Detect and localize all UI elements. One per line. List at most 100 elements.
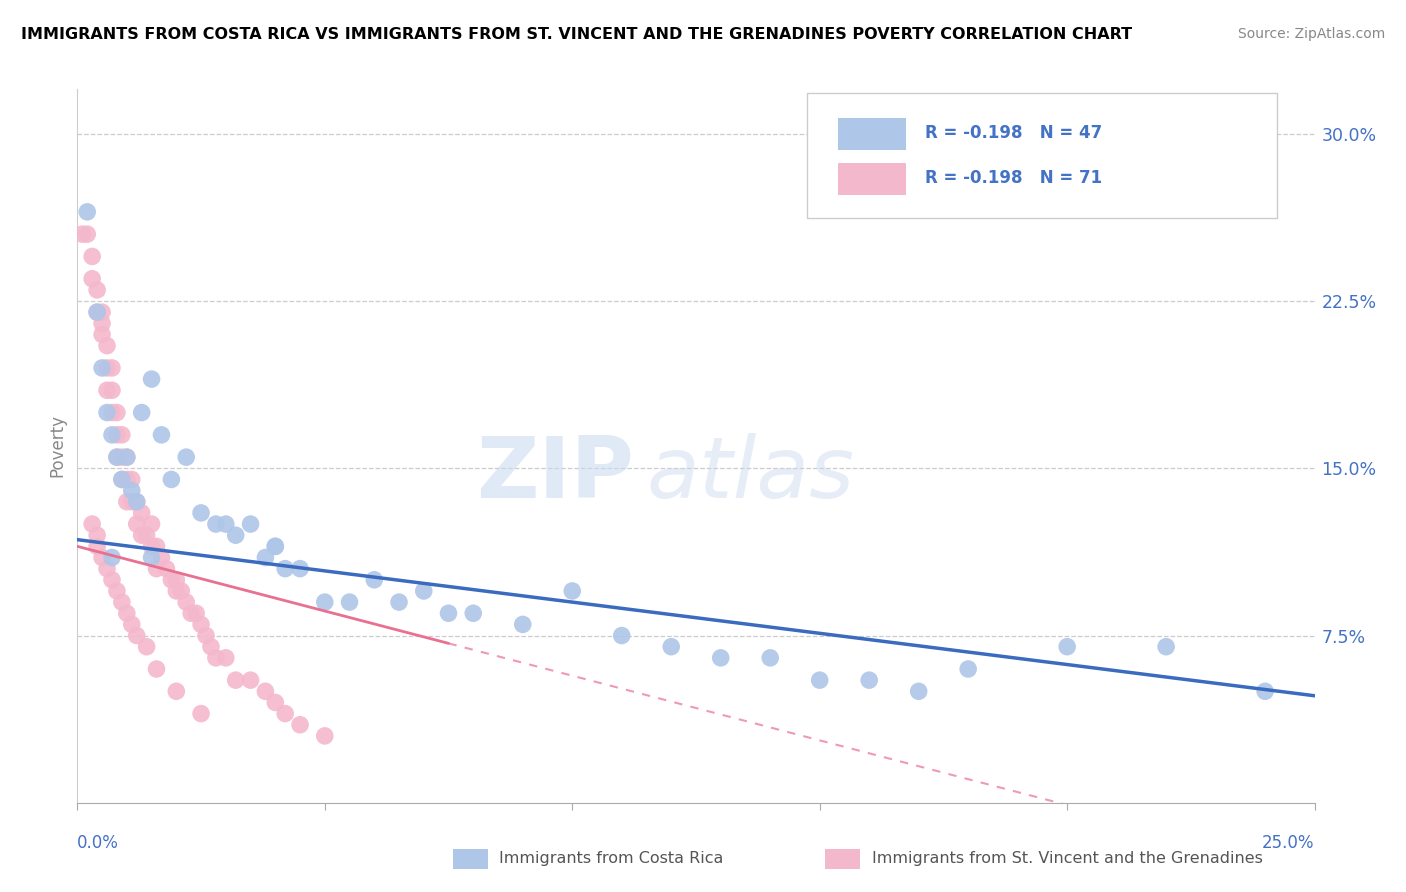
Point bbox=[412, 583, 434, 598]
Text: R = -0.198   N = 71: R = -0.198 N = 71 bbox=[925, 169, 1102, 187]
Point bbox=[239, 516, 262, 531]
Point bbox=[141, 550, 163, 565]
Point bbox=[141, 372, 163, 386]
Point bbox=[82, 271, 104, 285]
Point bbox=[91, 305, 114, 319]
Point bbox=[264, 539, 287, 553]
FancyBboxPatch shape bbox=[807, 93, 1278, 218]
Point bbox=[155, 562, 177, 576]
Point bbox=[111, 595, 134, 609]
Point bbox=[254, 550, 277, 565]
Point bbox=[145, 562, 167, 576]
Point bbox=[76, 227, 98, 241]
Point bbox=[115, 607, 138, 621]
Point bbox=[111, 473, 134, 487]
Point bbox=[135, 528, 157, 542]
Point bbox=[190, 506, 212, 520]
Point bbox=[91, 327, 114, 342]
Point bbox=[174, 595, 197, 609]
Point bbox=[101, 405, 124, 419]
Y-axis label: Poverty: Poverty bbox=[48, 415, 66, 477]
Point bbox=[111, 427, 134, 442]
Point bbox=[264, 696, 287, 710]
Point bbox=[145, 539, 167, 553]
Point bbox=[254, 684, 277, 698]
Point bbox=[111, 473, 134, 487]
Point bbox=[86, 539, 108, 553]
Text: Source: ZipAtlas.com: Source: ZipAtlas.com bbox=[1237, 27, 1385, 41]
Point bbox=[101, 384, 124, 398]
FancyBboxPatch shape bbox=[838, 118, 907, 150]
Point bbox=[239, 673, 262, 687]
Point bbox=[96, 338, 118, 352]
Point bbox=[105, 583, 128, 598]
Point bbox=[96, 360, 118, 375]
FancyBboxPatch shape bbox=[838, 162, 907, 194]
Point bbox=[82, 516, 104, 531]
Point bbox=[1254, 684, 1277, 698]
Point bbox=[96, 384, 118, 398]
Point bbox=[363, 573, 385, 587]
Point bbox=[131, 405, 153, 419]
Point bbox=[105, 450, 128, 464]
Point bbox=[165, 684, 187, 698]
Point bbox=[288, 717, 311, 731]
Point bbox=[215, 516, 238, 531]
Point bbox=[1154, 640, 1177, 654]
Point bbox=[121, 617, 143, 632]
Point bbox=[96, 562, 118, 576]
Point bbox=[131, 528, 153, 542]
Point bbox=[101, 573, 124, 587]
Point bbox=[115, 450, 138, 464]
Point bbox=[101, 427, 124, 442]
Point bbox=[101, 360, 124, 375]
Point bbox=[274, 706, 297, 721]
Point bbox=[274, 562, 297, 576]
Point bbox=[339, 595, 361, 609]
Point bbox=[125, 494, 148, 508]
Point bbox=[121, 483, 143, 498]
Point bbox=[195, 628, 218, 642]
Point bbox=[121, 494, 143, 508]
Point bbox=[150, 550, 173, 565]
Point bbox=[437, 607, 460, 621]
Point bbox=[1056, 640, 1078, 654]
Point bbox=[101, 550, 124, 565]
Point bbox=[160, 573, 183, 587]
Point bbox=[72, 227, 94, 241]
Point bbox=[180, 607, 202, 621]
Point bbox=[125, 516, 148, 531]
Point bbox=[610, 628, 633, 642]
Point bbox=[512, 617, 534, 632]
Point bbox=[314, 595, 336, 609]
Point bbox=[76, 204, 98, 219]
Point bbox=[710, 651, 733, 665]
Point bbox=[86, 528, 108, 542]
Point bbox=[115, 473, 138, 487]
Point bbox=[759, 651, 782, 665]
Point bbox=[288, 562, 311, 576]
Text: IMMIGRANTS FROM COSTA RICA VS IMMIGRANTS FROM ST. VINCENT AND THE GRENADINES POV: IMMIGRANTS FROM COSTA RICA VS IMMIGRANTS… bbox=[21, 27, 1132, 42]
Point bbox=[91, 316, 114, 330]
Point bbox=[190, 617, 212, 632]
Point bbox=[190, 706, 212, 721]
Text: Immigrants from Costa Rica: Immigrants from Costa Rica bbox=[499, 851, 724, 865]
Point bbox=[205, 516, 228, 531]
Point bbox=[808, 673, 831, 687]
Text: Immigrants from St. Vincent and the Grenadines: Immigrants from St. Vincent and the Gren… bbox=[872, 851, 1263, 865]
Point bbox=[659, 640, 682, 654]
Point bbox=[264, 539, 287, 553]
Text: ZIP: ZIP bbox=[477, 433, 634, 516]
Point bbox=[86, 305, 108, 319]
Point bbox=[145, 662, 167, 676]
Text: 0.0%: 0.0% bbox=[77, 834, 120, 852]
Text: R = -0.198   N = 47: R = -0.198 N = 47 bbox=[925, 125, 1102, 143]
Point bbox=[184, 607, 207, 621]
Point bbox=[115, 494, 138, 508]
Point bbox=[125, 494, 148, 508]
Text: 25.0%: 25.0% bbox=[1263, 834, 1315, 852]
Point bbox=[91, 550, 114, 565]
Point bbox=[111, 450, 134, 464]
Point bbox=[388, 595, 411, 609]
Point bbox=[150, 427, 173, 442]
